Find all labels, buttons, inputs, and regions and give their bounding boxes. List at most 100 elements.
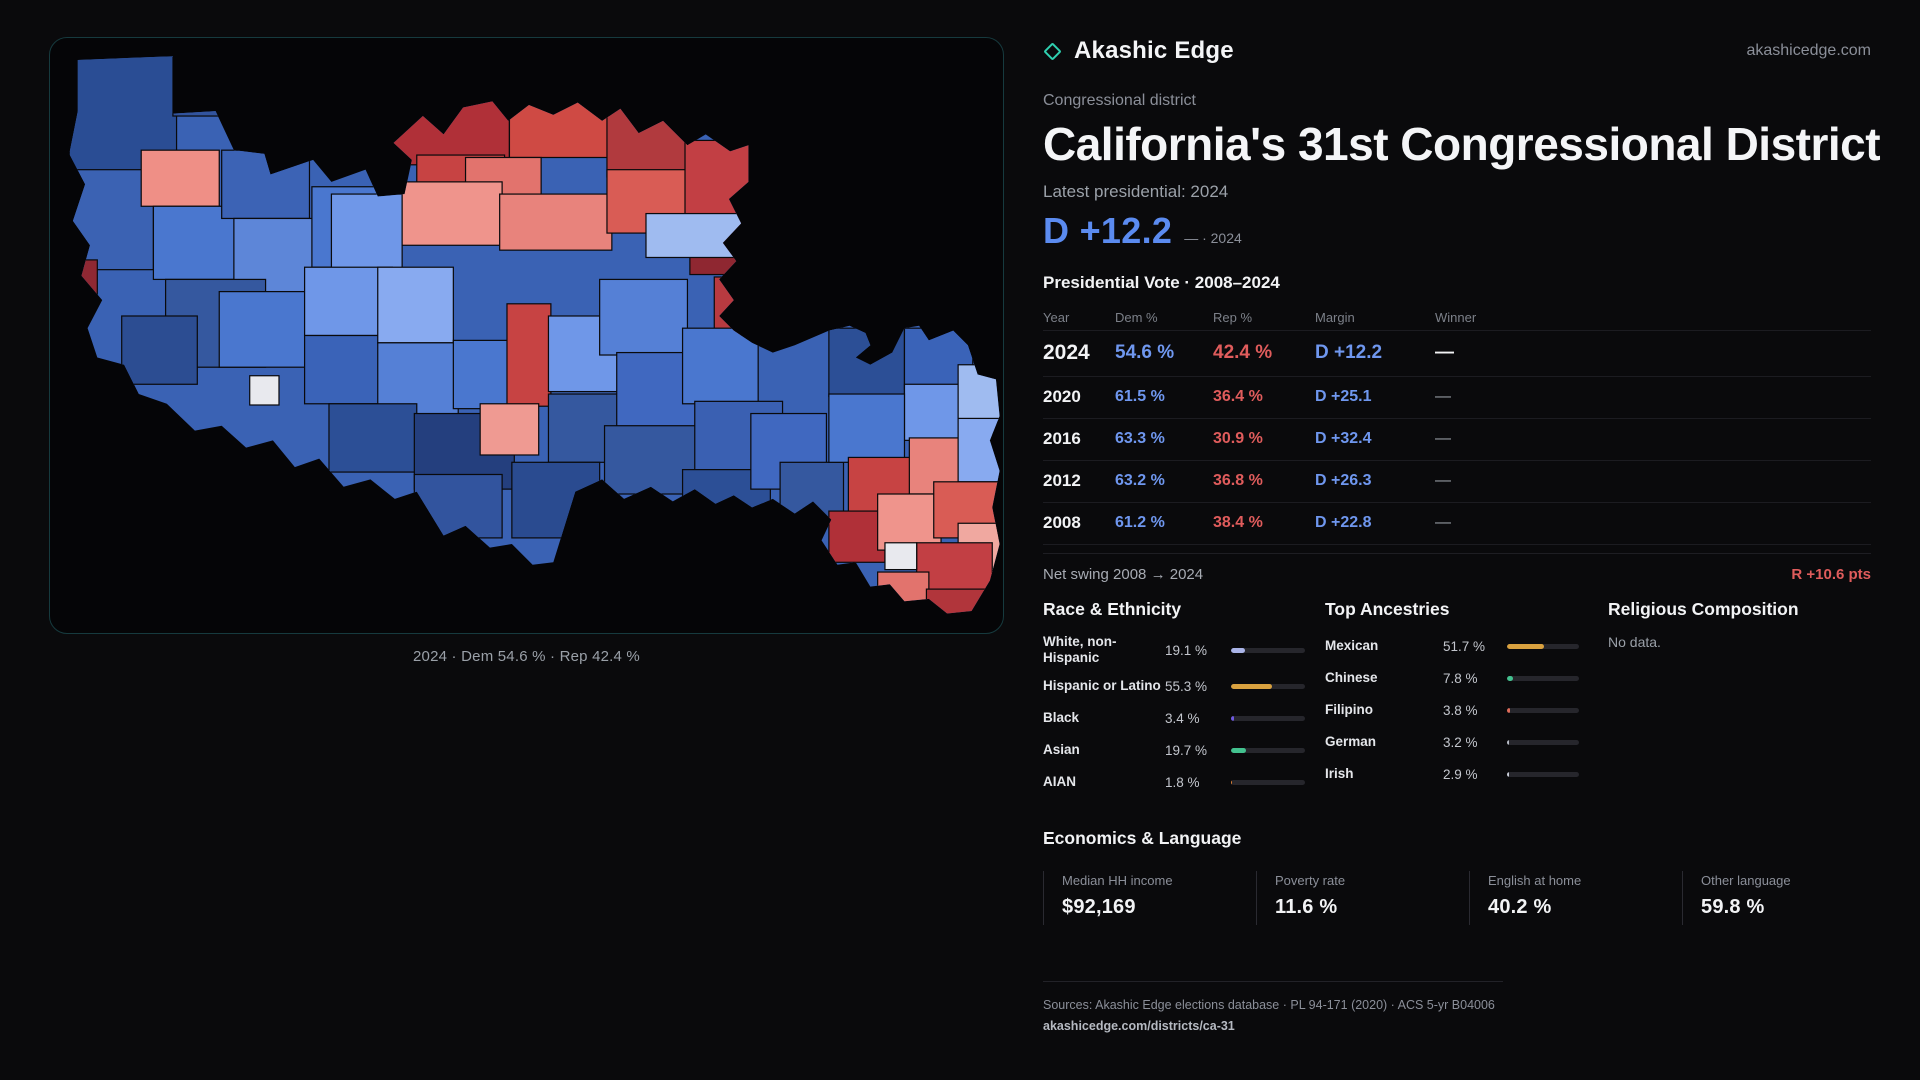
- ancestry-bar: [1507, 643, 1579, 649]
- race-title: Race & Ethnicity: [1043, 598, 1182, 619]
- presidential-vote-table: Year Dem % Rep % Margin Winner 2024 54.6…: [1043, 305, 1871, 545]
- race-bar: [1231, 716, 1305, 722]
- table-row-2016: 2016 63.3 % 30.9 % D +32.4 —: [1043, 419, 1871, 461]
- net-swing-value: R +10.6 pts: [1791, 565, 1871, 583]
- table-row-2008: 2008 61.2 % 38.4 % D +22.8 —: [1043, 503, 1871, 545]
- table-row-2020: 2020 61.5 % 36.4 % D +25.1 —: [1043, 377, 1871, 419]
- stat-poverty-rate: Poverty rate 11.6 %: [1256, 871, 1469, 926]
- info-panel: Akashic Edge akashicedge.com Congression…: [1043, 0, 1881, 1034]
- year-cell: 2016: [1043, 429, 1081, 448]
- year-cell: 2008: [1043, 513, 1081, 532]
- race-bar: [1231, 684, 1305, 690]
- race-ethnicity-column: Race & Ethnicity White, non-Hispanic 19.…: [1043, 599, 1325, 803]
- race-bar: [1231, 647, 1305, 653]
- site-link[interactable]: akashicedge.com: [1746, 42, 1871, 59]
- col-dem: Dem %: [1115, 309, 1158, 325]
- ancestry-bar: [1507, 771, 1579, 777]
- economics-stats: Median HH income $92,169 Poverty rate 11…: [1043, 871, 1871, 926]
- col-margin: Margin: [1315, 309, 1355, 325]
- net-swing-label: Net swing 2008 → 2024: [1043, 565, 1204, 583]
- stat-label: Other language: [1701, 873, 1791, 889]
- margin-cell: D +26.3: [1315, 472, 1372, 489]
- race-label: Black: [1043, 710, 1080, 726]
- race-row: Hispanic or Latino 55.3 %: [1043, 674, 1325, 699]
- religion-title: Religious Composition: [1608, 598, 1799, 619]
- margin-cell: D +25.1: [1315, 388, 1372, 405]
- ancestry-bar: [1507, 707, 1579, 713]
- ancestry-label: Irish: [1325, 765, 1354, 781]
- dem-cell: 63.2 %: [1115, 472, 1165, 489]
- race-bar: [1231, 748, 1305, 754]
- winner-cell: —: [1435, 430, 1451, 447]
- ancestry-value: 3.8 %: [1443, 702, 1478, 718]
- kicker: Congressional district: [1043, 92, 1196, 109]
- race-value: 1.8 %: [1165, 775, 1200, 791]
- year-cell: 2024: [1043, 341, 1090, 364]
- ancestry-bar: [1507, 675, 1579, 681]
- latest-presidential-label: Latest presidential: 2024: [1043, 181, 1229, 201]
- winner-cell: —: [1435, 514, 1451, 531]
- race-value: 55.3 %: [1165, 679, 1208, 695]
- col-rep: Rep %: [1213, 309, 1253, 325]
- race-row: Asian 19.7 %: [1043, 738, 1325, 763]
- col-year: Year: [1043, 309, 1070, 325]
- religion-no-data: No data.: [1608, 633, 1661, 650]
- rep-cell: 42.4 %: [1213, 342, 1273, 363]
- stat-value: 40.2 %: [1488, 896, 1552, 919]
- ancestry-value: 3.2 %: [1443, 734, 1478, 750]
- table-row-2012: 2012 63.2 % 36.8 % D +26.3 —: [1043, 461, 1871, 503]
- ancestry-label: Filipino: [1325, 701, 1373, 717]
- race-label: Asian: [1043, 742, 1080, 758]
- stat-english-at-home: English at home 40.2 %: [1469, 871, 1682, 926]
- brand: Akashic Edge: [1043, 37, 1234, 65]
- sources-text: Sources: Akashic Edge elections database…: [1043, 998, 1495, 1013]
- stat-other-language: Other language 59.8 %: [1682, 871, 1895, 926]
- ancestry-row: Chinese 7.8 %: [1325, 666, 1608, 691]
- rep-cell: 30.9 %: [1213, 430, 1263, 447]
- demographics-section: Race & Ethnicity White, non-Hispanic 19.…: [1043, 599, 1871, 803]
- brand-diamond-icon: [1043, 41, 1062, 61]
- race-value: 19.7 %: [1165, 743, 1208, 759]
- dem-cell: 63.3 %: [1115, 430, 1165, 447]
- headline-margin-block: D +12.2 — · 2024: [1043, 210, 1871, 255]
- footer-divider: [1043, 981, 1503, 983]
- table-header-row: Year Dem % Rep % Margin Winner: [1043, 305, 1871, 331]
- race-value: 19.1 %: [1165, 642, 1208, 658]
- permalink[interactable]: akashicedge.com/districts/ca-31: [1043, 1019, 1235, 1034]
- ancestry-row: Mexican 51.7 %: [1325, 634, 1608, 659]
- race-label: White, non-Hispanic: [1043, 633, 1117, 666]
- margin-cell: D +32.4: [1315, 430, 1372, 447]
- stat-label: Median HH income: [1062, 873, 1173, 889]
- margin-cell: D +12.2: [1315, 342, 1383, 363]
- district-map-panel: [49, 37, 1004, 634]
- ancestry-value: 7.8 %: [1443, 670, 1478, 686]
- stat-value: 59.8 %: [1701, 896, 1765, 919]
- stat-label: English at home: [1488, 873, 1582, 889]
- winner-cell: —: [1435, 388, 1451, 405]
- dem-cell: 61.5 %: [1115, 388, 1165, 405]
- ancestries-column: Top Ancestries Mexican 51.7 % Chinese 7.…: [1325, 599, 1608, 803]
- race-bar: [1231, 780, 1305, 786]
- district-map: [69, 56, 1000, 614]
- race-value: 3.4 %: [1165, 711, 1200, 727]
- ancestry-label: German: [1325, 733, 1377, 749]
- ancestry-bar: [1507, 739, 1579, 745]
- map-caption: 2024 · Dem 54.6 % · Rep 42.4 %: [413, 648, 640, 665]
- year-cell: 2012: [1043, 471, 1081, 490]
- race-row: AIAN 1.8 %: [1043, 770, 1325, 795]
- vote-table-title: Presidential Vote · 2008–2024: [1043, 272, 1280, 292]
- headline-margin: D +12.2: [1043, 209, 1173, 251]
- race-row: White, non-Hispanic 19.1 %: [1043, 634, 1325, 668]
- ancestry-row: Irish 2.9 %: [1325, 762, 1608, 787]
- ancestry-label: Mexican: [1325, 637, 1379, 653]
- religion-column: Religious Composition No data.: [1608, 599, 1871, 803]
- stat-label: Poverty rate: [1275, 873, 1346, 889]
- stat-value: 11.6 %: [1275, 896, 1338, 919]
- dem-cell: 54.6 %: [1115, 342, 1175, 363]
- rep-cell: 36.8 %: [1213, 472, 1263, 489]
- ancestry-value: 2.9 %: [1443, 766, 1478, 782]
- topbar: Akashic Edge akashicedge.com: [1043, 36, 1871, 66]
- ancestry-value: 51.7 %: [1443, 638, 1486, 654]
- ancestry-row: Filipino 3.8 %: [1325, 698, 1608, 723]
- race-row: Black 3.4 %: [1043, 706, 1325, 731]
